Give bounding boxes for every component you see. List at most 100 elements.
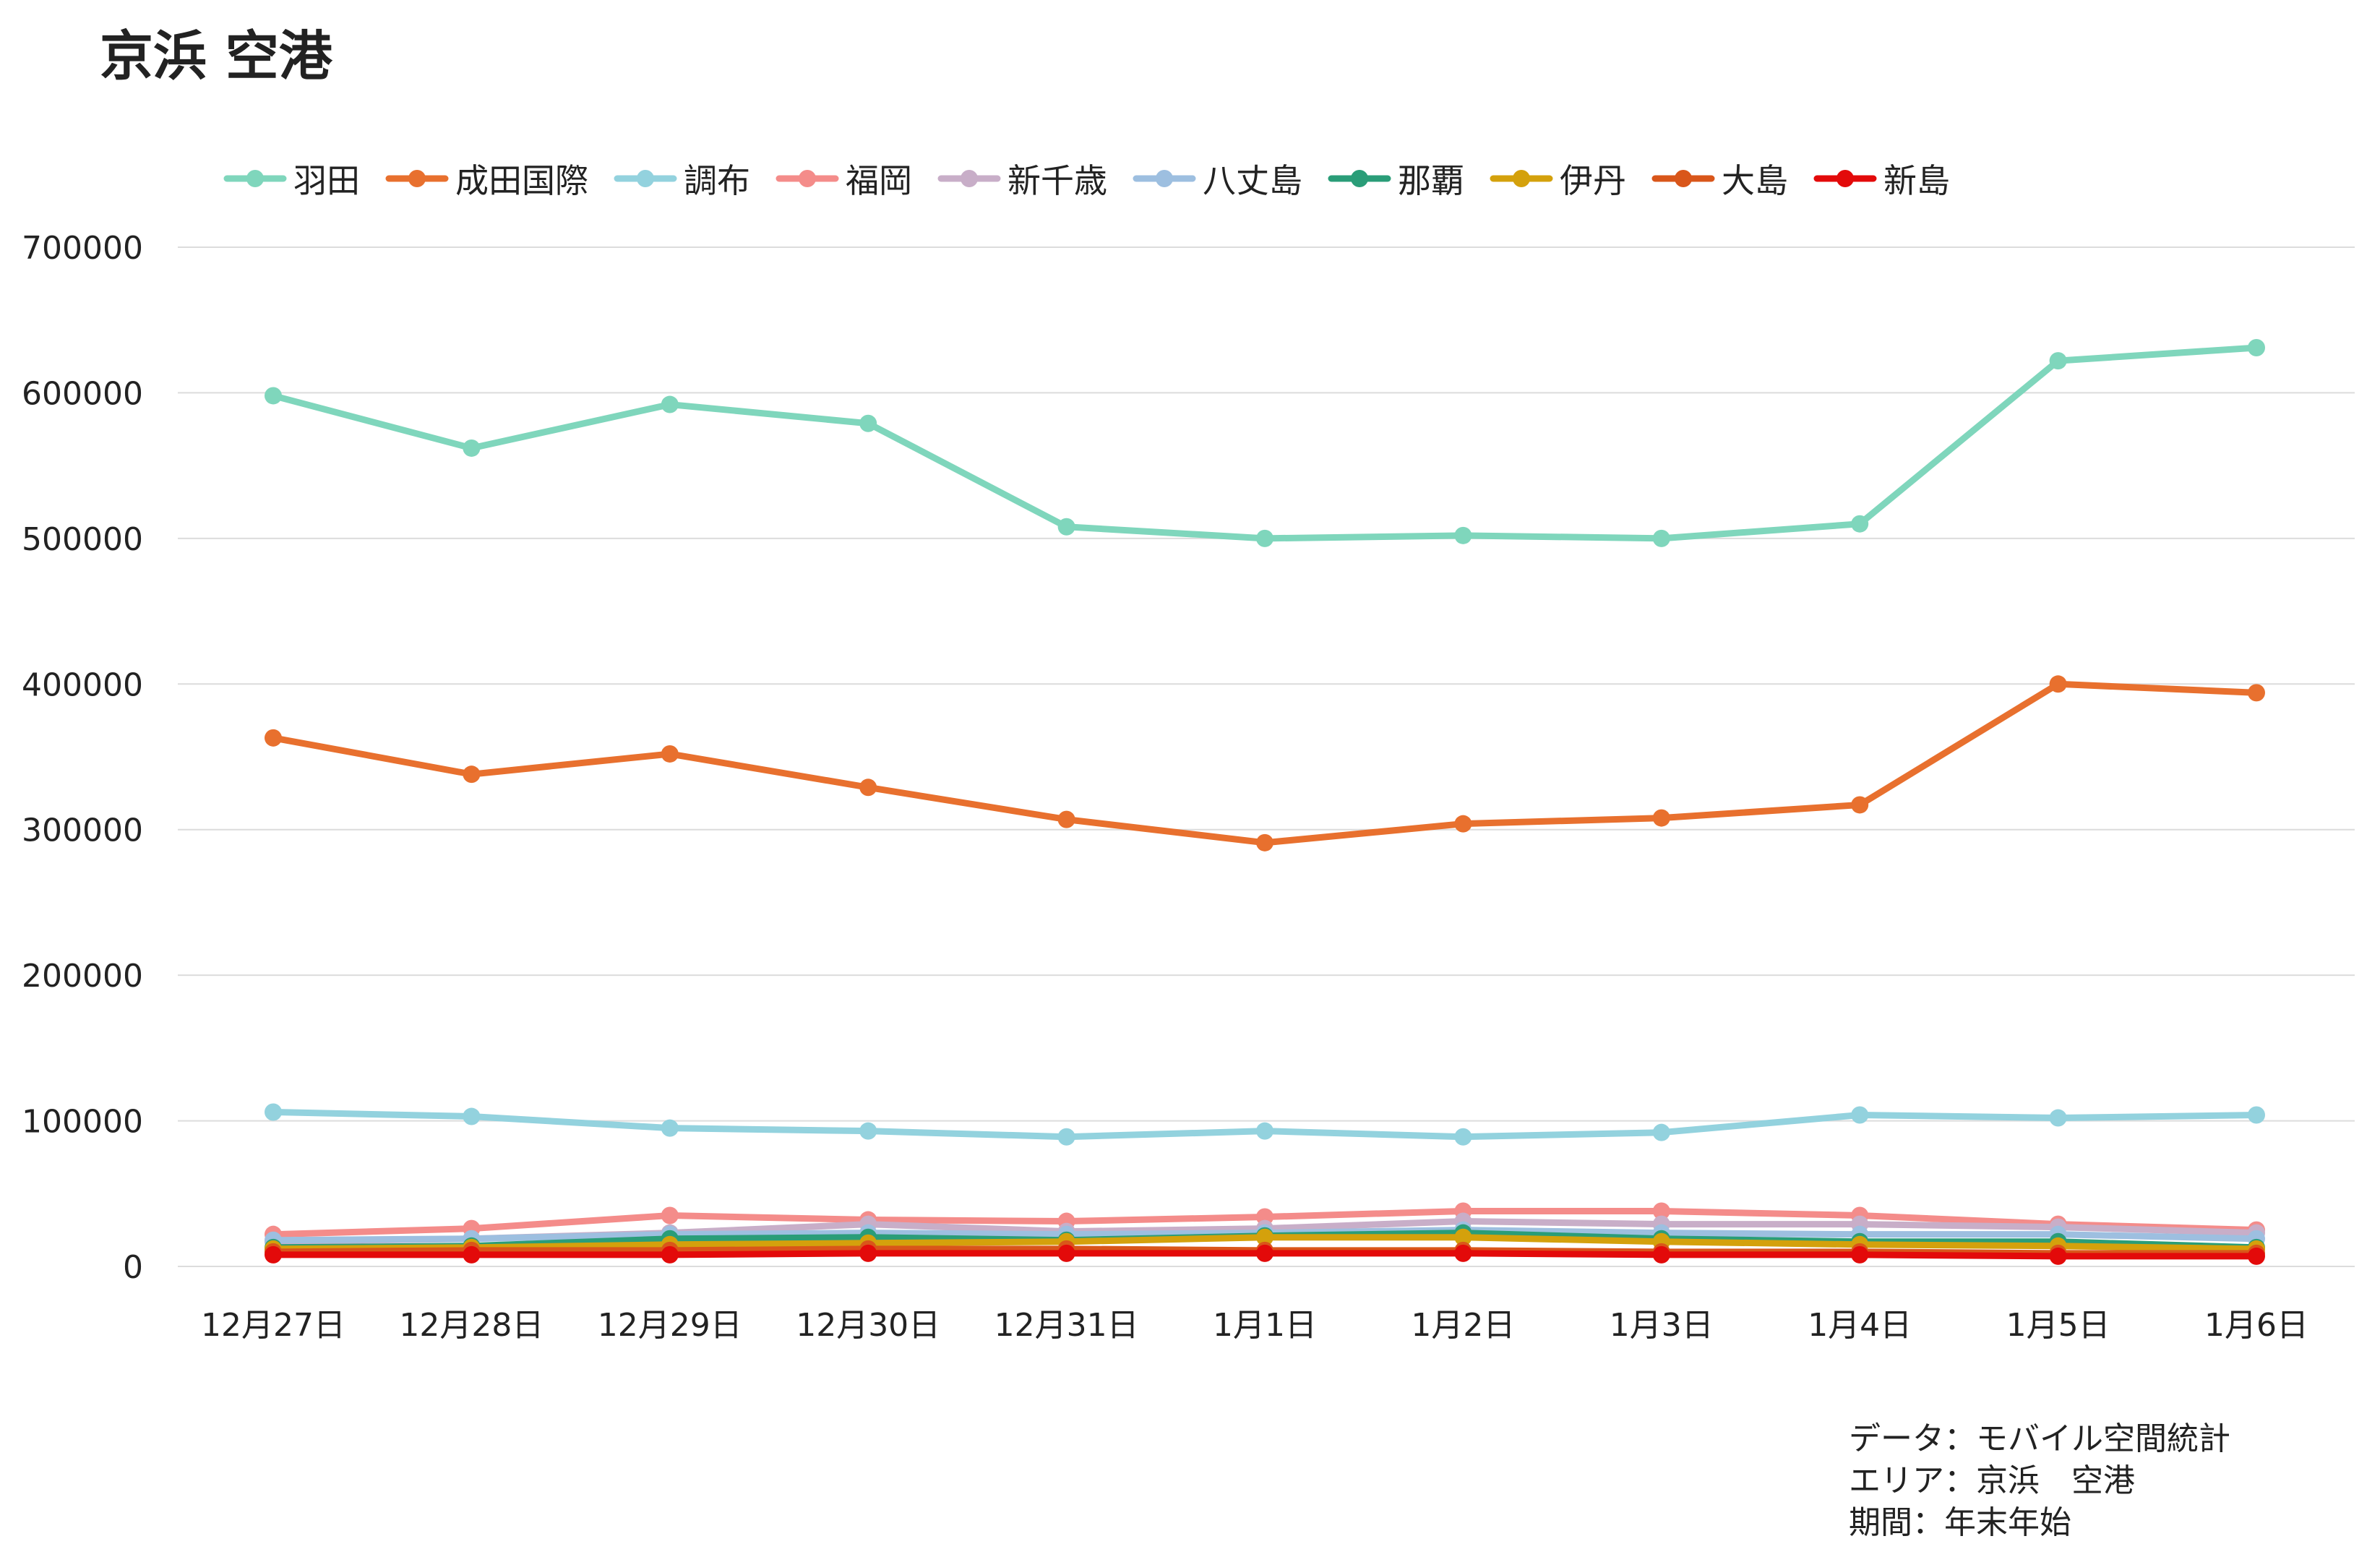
legend-label: 伊丹 bbox=[1560, 161, 1626, 200]
series-line bbox=[270, 344, 2260, 542]
x-axis-ticks: 12月27日 12月28日 12月29日 12月30日 12月31日 1月1日 1月2日 1月… bbox=[201, 1307, 2308, 1344]
data-point bbox=[463, 1245, 481, 1264]
data-point bbox=[2248, 1247, 2265, 1265]
data-point bbox=[463, 1107, 481, 1125]
series-lines bbox=[265, 338, 2265, 1265]
series-1 bbox=[265, 675, 2265, 852]
legend-swatch bbox=[1133, 170, 1196, 187]
legend-swatch bbox=[776, 170, 839, 187]
data-point bbox=[1652, 1123, 1670, 1141]
data-point bbox=[1851, 1245, 1869, 1264]
data-point bbox=[1256, 529, 1273, 547]
data-point bbox=[2248, 684, 2265, 702]
data-point bbox=[1652, 1245, 1670, 1264]
data-point bbox=[1057, 1244, 1075, 1262]
series-2 bbox=[265, 1103, 2265, 1146]
data-point bbox=[661, 745, 679, 763]
legend-swatch bbox=[223, 170, 287, 187]
series-0 bbox=[265, 338, 2265, 547]
legend-item: 成田国際 bbox=[385, 155, 588, 202]
data-point bbox=[1454, 1244, 1472, 1262]
data-point bbox=[2248, 338, 2265, 356]
y-tick-label: 100000 bbox=[22, 1104, 143, 1141]
data-point bbox=[1454, 1228, 1472, 1246]
x-tick-label: 12月29日 bbox=[598, 1307, 742, 1344]
data-point bbox=[1454, 526, 1472, 544]
legend-label: 成田国際 bbox=[455, 161, 588, 200]
x-tick-label: 1月5日 bbox=[2006, 1307, 2110, 1344]
legend-label: 調布 bbox=[684, 161, 750, 200]
data-point bbox=[1851, 1106, 1869, 1124]
data-point bbox=[2049, 1109, 2067, 1127]
data-point bbox=[859, 778, 877, 797]
data-point bbox=[1454, 1128, 1472, 1146]
data-point bbox=[1057, 1128, 1075, 1146]
data-point bbox=[859, 414, 877, 432]
source-note-area: エリア：京浜 空港 bbox=[1849, 1462, 2135, 1499]
legend-label: 羽田 bbox=[293, 161, 360, 200]
data-point bbox=[1256, 1122, 1273, 1140]
data-point bbox=[661, 395, 679, 413]
legend-swatch-marker bbox=[1836, 170, 1854, 187]
legend-swatch-marker bbox=[1156, 170, 1173, 187]
x-tick-label: 1月2日 bbox=[1411, 1307, 1515, 1344]
legend-label: 那覇 bbox=[1398, 161, 1464, 200]
y-tick-label: 300000 bbox=[22, 812, 143, 849]
gridlines bbox=[178, 246, 2355, 1267]
legend-swatch-marker bbox=[1513, 170, 1530, 187]
source-note: データ：モバイル空間統計 エリア：京浜 空港 期間：年末年始 bbox=[1849, 1418, 2230, 1544]
legend-swatch-marker bbox=[961, 170, 978, 187]
legend-swatch bbox=[937, 170, 1001, 187]
data-point bbox=[1652, 1202, 1670, 1220]
y-tick-label: 500000 bbox=[22, 521, 143, 558]
x-tick-label: 12月27日 bbox=[201, 1307, 345, 1344]
legend-swatch-marker bbox=[408, 170, 426, 187]
data-point bbox=[1851, 515, 1869, 533]
series-line bbox=[270, 680, 2260, 846]
legend-label: 福岡 bbox=[846, 161, 912, 200]
legend-label: 大島 bbox=[1722, 161, 1788, 200]
x-tick-label: 12月30日 bbox=[796, 1307, 940, 1344]
legend-swatch bbox=[1490, 170, 1553, 187]
data-point bbox=[1256, 833, 1273, 852]
legend-item: 新島 bbox=[1813, 155, 1950, 202]
data-point bbox=[1057, 518, 1075, 536]
x-tick-label: 1月4日 bbox=[1808, 1307, 1912, 1344]
legend-swatch-marker bbox=[246, 170, 264, 187]
series-9 bbox=[265, 1244, 2265, 1265]
y-tick-label: 700000 bbox=[22, 230, 143, 267]
data-point bbox=[2248, 1106, 2265, 1124]
legend-item: 調布 bbox=[613, 155, 750, 202]
legend-item: 福岡 bbox=[775, 155, 912, 202]
data-point bbox=[661, 1245, 679, 1264]
legend-item: 伊丹 bbox=[1489, 155, 1626, 202]
data-point bbox=[661, 1206, 679, 1224]
legend-item: 新千歳 bbox=[937, 155, 1107, 202]
legend-swatch-marker bbox=[1675, 170, 1692, 187]
chart-title: 京浜 空港 bbox=[100, 25, 332, 87]
y-tick-label: 600000 bbox=[22, 375, 143, 412]
x-tick-label: 12月28日 bbox=[399, 1307, 544, 1344]
data-point bbox=[265, 1103, 282, 1121]
legend-label: 八丈島 bbox=[1203, 161, 1302, 200]
data-point bbox=[1652, 809, 1670, 827]
y-axis-ticks: 0 100000 200000 300000 400000 500000 600000 700… bbox=[22, 230, 143, 1286]
x-tick-label: 1月6日 bbox=[2204, 1307, 2308, 1344]
legend-swatch bbox=[1813, 170, 1877, 187]
data-point bbox=[2049, 675, 2067, 693]
legend-item: 那覇 bbox=[1327, 155, 1464, 202]
data-point bbox=[265, 729, 282, 747]
y-tick-label: 400000 bbox=[22, 666, 143, 703]
x-tick-label: 1月1日 bbox=[1213, 1307, 1317, 1344]
data-point bbox=[265, 387, 282, 405]
data-point bbox=[265, 1245, 282, 1264]
legend: 羽田 成田国際 調布 福岡 新千歳 八丈島 那覇 伊丹 大島 新島 bbox=[223, 153, 1975, 204]
data-point bbox=[1256, 1228, 1273, 1246]
data-point bbox=[463, 765, 481, 784]
source-note-period: 期間：年末年始 bbox=[1849, 1504, 2071, 1541]
legend-item: 大島 bbox=[1651, 155, 1788, 202]
legend-swatch bbox=[1328, 170, 1391, 187]
data-point bbox=[2049, 1247, 2067, 1265]
data-point bbox=[859, 1244, 877, 1262]
